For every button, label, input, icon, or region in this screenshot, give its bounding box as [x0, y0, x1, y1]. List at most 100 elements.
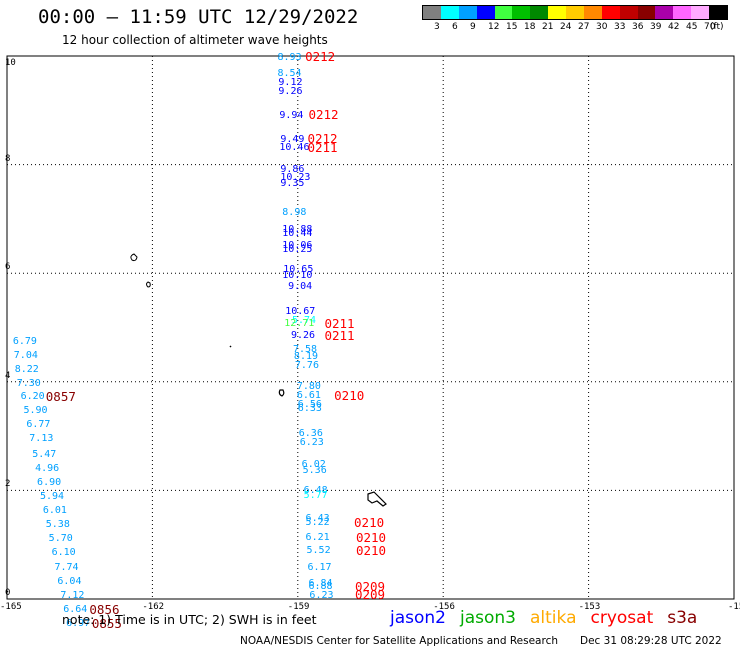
footer-credit: NOAA/NESDIS Center for Satellite Applica… — [240, 635, 558, 647]
wave-height-value: 10.23 — [280, 171, 311, 183]
color-legend-ticks: 3 6 9 12 15 18 21 24 27 30 33 36 39 42 45 70 (ft) — [422, 23, 728, 35]
pass-time-label: 0210 — [355, 529, 387, 545]
color-legend-unit: (ft) — [710, 22, 724, 32]
color-legend-tick: 42 — [668, 22, 680, 32]
wave-height-value: 9.49 — [280, 133, 305, 145]
color-legend-tick: 33 — [614, 22, 626, 32]
wave-height-value: 6.43 — [305, 512, 330, 524]
color-swatch — [440, 6, 459, 19]
wave-height-value: 6.21 — [305, 532, 330, 544]
wave-height-value: 6.17 — [307, 561, 332, 573]
wave-height-value: 9.12 — [278, 77, 303, 89]
pass-time-label: 0212 — [308, 107, 339, 123]
wave-height-value: 5.74 — [291, 314, 317, 326]
pass-time-label: 0856 — [89, 601, 120, 617]
graticule — [7, 56, 734, 599]
footer-timestamp: Dec 31 08:29:28 UTC 2022 — [580, 635, 722, 647]
color-swatch — [530, 6, 549, 19]
color-swatch — [512, 6, 531, 19]
satellite-legend-altika: altika — [530, 608, 577, 628]
wave-height-value: 6.04 — [57, 575, 82, 587]
wave-height-value: 6.36 — [298, 427, 323, 439]
wave-height-value: 7.04 — [13, 349, 38, 361]
wave-height-value: 5.38 — [45, 519, 70, 531]
wave-height-value: 5.22 — [305, 516, 330, 528]
wave-height-value: 5.47 — [32, 448, 57, 460]
wave-height-value: 10.06 — [282, 240, 313, 252]
wave-height-value: 7.76 — [294, 359, 319, 371]
color-swatch — [655, 6, 674, 19]
color-swatch — [673, 6, 692, 19]
color-swatch — [548, 6, 566, 19]
satellite-legend-s3a: s3a — [667, 608, 698, 628]
satellite-legend-cryosat: cryosat — [590, 608, 654, 628]
island-outline — [367, 491, 387, 507]
x-tick-label: -156 — [433, 602, 455, 612]
wave-height-value: 5.36 — [302, 464, 327, 476]
pass-time-label: 0210 — [334, 387, 365, 403]
wave-height-value: 6.61 — [296, 389, 321, 401]
wave-height-value: 6.23 — [309, 589, 334, 601]
satellite-legend-jason3: jason3 — [460, 608, 516, 628]
wave-height-value: 8.54 — [277, 68, 302, 80]
color-swatch — [566, 6, 584, 19]
wave-height-value: 5.52 — [306, 545, 331, 557]
pass-time-label: 0209 — [354, 578, 386, 594]
pass-time-label: 0855 — [91, 615, 122, 631]
map-frame — [6, 55, 735, 600]
wave-height-value: 6.02 — [301, 459, 326, 471]
wave-height-value: 9.35 — [280, 178, 305, 190]
color-swatch — [458, 6, 477, 19]
x-tick-label: -150 — [728, 602, 740, 612]
color-legend-tick: 36 — [632, 22, 644, 32]
wave-height-value: 6.77 — [26, 419, 51, 431]
x-tick-label: -153 — [578, 602, 601, 612]
wave-height-value: 8.19 — [293, 350, 319, 362]
satellite-legend: jason2 jason3 altika cryosat s3a — [390, 608, 711, 628]
pass-time-label: 0211 — [324, 327, 355, 343]
wave-height-value: 5.77 — [303, 489, 328, 501]
color-legend-tick: 39 — [650, 22, 662, 32]
wave-height-value: 9.94 — [279, 109, 304, 121]
wave-height-value: 7.12 — [60, 589, 85, 601]
color-legend-tick: 15 — [506, 22, 518, 32]
island-outline — [278, 389, 285, 397]
island-outline — [130, 253, 138, 262]
color-swatch — [691, 6, 709, 19]
wave-height-value: 6.90 — [37, 476, 62, 488]
x-tick-label: -159 — [287, 602, 310, 612]
color-swatch — [494, 6, 513, 19]
wave-height-value: 5.70 — [48, 533, 73, 545]
wave-height-value: 6.79 — [12, 335, 37, 347]
x-tick-label: -165 — [0, 602, 22, 612]
pass-time-label: 0212 — [305, 49, 336, 65]
wave-height-value: 8.93 — [277, 51, 302, 63]
wave-height-value: 6.01 — [42, 505, 67, 517]
pass-time-label: 0211 — [307, 140, 338, 156]
wave-height-value: 6.84 — [308, 577, 333, 589]
color-swatch — [423, 6, 441, 19]
color-legend-tick: 3 — [434, 22, 440, 32]
footer-note: note: 1) Time is in UTC; 2) SWH is in fe… — [62, 612, 317, 627]
island-outlines — [130, 253, 387, 507]
wave-height-value: 10.88 — [282, 223, 313, 235]
color-legend-swatches — [422, 5, 728, 20]
color-swatch — [619, 6, 638, 19]
pass-time-label: 0210 — [355, 542, 387, 558]
y-tick-label: 2 — [5, 479, 11, 490]
page-subtitle: 12 hour collection of altimeter wave hei… — [62, 33, 328, 47]
wave-height-value: 9.26 — [291, 330, 316, 342]
wave-height-value: 6.97 — [66, 617, 91, 629]
wave-height-value: 10.10 — [282, 269, 313, 281]
y-tick-label: 0 — [5, 588, 11, 598]
wave-height-value: 10.44 — [282, 228, 313, 240]
color-swatch — [709, 6, 727, 19]
color-swatch — [637, 6, 656, 19]
y-tick-label: 4 — [5, 370, 11, 381]
satellite-legend-jason2: jason2 — [390, 608, 446, 628]
island-outline — [229, 345, 232, 348]
wave-height-value: 9.04 — [288, 281, 313, 293]
color-legend-tick: 21 — [542, 22, 554, 32]
y-tick-label: 10 — [5, 58, 16, 68]
color-legend-tick: 9 — [470, 22, 476, 32]
